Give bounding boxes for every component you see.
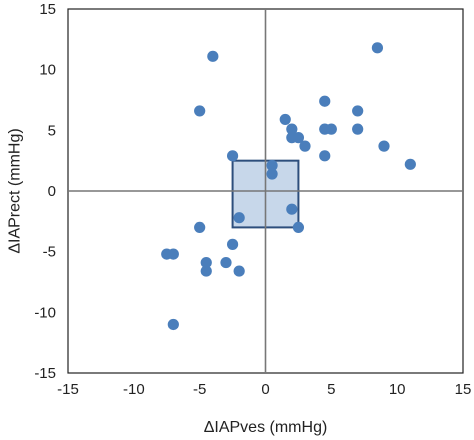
y-tick-label: 10 <box>39 62 56 79</box>
data-point <box>167 318 179 331</box>
data-point <box>226 150 239 162</box>
x-tick-label: -15 <box>57 381 79 398</box>
points-layer <box>161 42 416 331</box>
data-point <box>286 123 298 135</box>
data-point <box>319 150 331 162</box>
data-point <box>378 140 390 152</box>
data-point <box>292 221 305 233</box>
data-point <box>233 265 245 277</box>
x-tick-label: -10 <box>123 381 145 398</box>
x-tick-label: 15 <box>455 381 472 398</box>
data-point <box>371 42 384 54</box>
data-point <box>325 123 337 135</box>
y-tick-label: 5 <box>48 122 56 139</box>
data-point <box>200 256 212 269</box>
data-point <box>292 132 305 144</box>
y-tick-label: -15 <box>34 365 56 382</box>
data-point <box>266 168 278 180</box>
data-point <box>200 265 212 277</box>
data-point <box>299 140 311 152</box>
data-point <box>286 203 298 215</box>
data-point <box>352 105 364 117</box>
data-point <box>279 113 291 126</box>
y-tick-label: 0 <box>48 183 56 200</box>
y-tick-label: 15 <box>39 1 56 18</box>
data-point <box>167 248 179 260</box>
data-point <box>266 159 278 172</box>
data-point <box>233 212 245 224</box>
y-axis-title: ΔIAPrect (mmHg) <box>7 128 24 253</box>
data-point <box>352 123 364 135</box>
data-point <box>220 256 232 269</box>
data-point <box>207 50 219 62</box>
y-tick-label: -10 <box>34 304 56 321</box>
x-tick-label: -5 <box>193 381 206 398</box>
data-point <box>319 95 331 107</box>
x-tick-label: 10 <box>389 381 406 398</box>
axes-layer <box>67 8 464 374</box>
y-tick-label: -5 <box>43 244 56 261</box>
x-tick-label: 5 <box>327 381 335 398</box>
x-tick-label: 0 <box>261 381 269 398</box>
data-point <box>194 105 206 117</box>
labels-layer: -15 -10 -5 0 5 10 15 -15 -10 -5 0 5 10 15 <box>34 1 471 398</box>
data-point <box>226 238 239 250</box>
x-axis-title: ΔIAPves (mmHg) <box>204 419 328 436</box>
data-point <box>194 221 206 233</box>
data-point <box>404 158 416 170</box>
